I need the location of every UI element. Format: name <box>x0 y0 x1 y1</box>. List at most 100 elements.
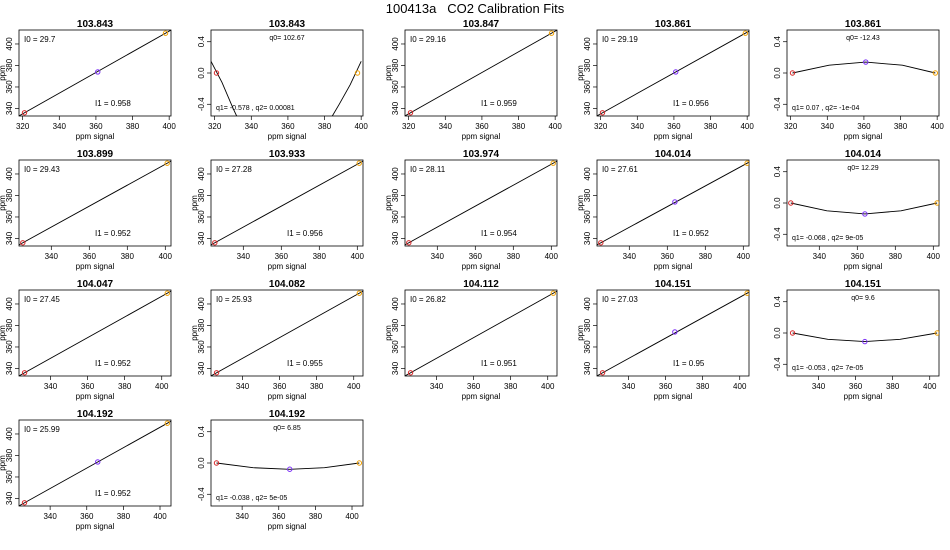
x-tick-label: 400 <box>345 512 359 521</box>
plot-frame <box>210 159 364 247</box>
y-tick-label: 360 <box>391 340 400 354</box>
high-point <box>744 290 749 296</box>
x-axis-label: ppm signal <box>76 132 115 141</box>
plot-frame <box>18 289 172 377</box>
y-tick-label: 400 <box>5 167 14 181</box>
low-point <box>213 70 220 76</box>
y-tick-label: 380 <box>197 318 206 332</box>
panel-title: 104.047 <box>77 279 114 290</box>
plot-frame <box>596 159 750 247</box>
q0-annotation: q0= 12.29 <box>847 165 878 172</box>
x-tick-label: 360 <box>667 122 681 131</box>
plot-area <box>211 160 363 246</box>
slope-annotation: I1 = 0.95 <box>673 359 705 368</box>
x-tick-label: 400 <box>733 382 747 391</box>
x-tick-label: 380 <box>309 512 323 521</box>
plot-area <box>789 330 939 345</box>
slope-annotation: I1 = 0.951 <box>481 359 517 368</box>
x-tick-label: 340 <box>43 512 57 521</box>
x-tick-label: 340 <box>245 122 259 131</box>
low-point <box>789 70 796 76</box>
x-tick-label: 340 <box>236 382 250 391</box>
q0-annotation: q0= -12.43 <box>846 35 880 42</box>
y-tick-label: 0.4 <box>773 296 782 308</box>
y-tick-label: 0.0 <box>773 197 782 209</box>
x-axis-label: ppm signal <box>844 132 883 141</box>
x-tick-label: 340 <box>430 382 444 391</box>
intercept-annotation: I0 = 26.82 <box>410 295 446 304</box>
x-tick-label: 320 <box>594 122 608 131</box>
x-tick-label: 360 <box>281 122 295 131</box>
plot-frame <box>786 289 940 377</box>
x-tick-label: 360 <box>467 382 481 391</box>
plot-area <box>597 30 749 116</box>
chart-panel: 104.014 340 360 380 400 340 360 380 400 ppm signa… <box>576 149 751 271</box>
mid-point <box>672 329 678 335</box>
high-point <box>356 160 362 166</box>
plot-area <box>213 460 363 472</box>
y-tick-label: 400 <box>583 297 592 311</box>
x-tick-label: 400 <box>740 122 754 131</box>
fit-line <box>405 290 557 376</box>
plot-frame <box>210 289 364 377</box>
high-point <box>548 30 555 36</box>
panel-title: 103.843 <box>77 19 114 30</box>
x-tick-label: 380 <box>699 252 713 261</box>
chart-panel: 104.192 340 360 380 400 340 360 380 400 ppm signa… <box>0 409 172 531</box>
y-tick-label: 380 <box>391 58 400 72</box>
x-tick-label: 380 <box>507 252 521 261</box>
y-tick-label: 380 <box>5 448 14 462</box>
x-tick-label: 380 <box>886 382 900 391</box>
y-tick-label: 340 <box>391 101 400 115</box>
x-tick-label: 380 <box>704 122 718 131</box>
plot-frame <box>786 29 940 117</box>
panel-title: 104.151 <box>845 279 882 290</box>
y-tick-label: 400 <box>197 167 206 181</box>
y-tick-label: 340 <box>583 101 592 115</box>
high-point <box>162 30 169 36</box>
intercept-annotation: I0 = 29.43 <box>24 165 60 174</box>
y-tick-label: 360 <box>391 210 400 224</box>
x-axis-label: ppm signal <box>268 522 307 531</box>
high-point <box>744 160 749 166</box>
plot-area <box>597 160 749 246</box>
x-tick-label: 400 <box>159 252 173 261</box>
high-point <box>356 460 363 466</box>
plot-area <box>211 61 362 116</box>
y-tick-label: 360 <box>5 340 14 354</box>
panel-title: 104.112 <box>463 279 499 290</box>
low-point <box>20 240 26 246</box>
high-point <box>356 290 362 296</box>
x-tick-label: 360 <box>275 252 289 261</box>
high-point <box>164 160 170 166</box>
q1-q2-annotation: q1= -0.068 , q2= 9e-05 <box>792 235 863 242</box>
plot-area <box>405 290 557 376</box>
x-tick-label: 360 <box>659 382 673 391</box>
y-tick-label: 340 <box>197 361 206 375</box>
y-axis-label: ppm <box>0 65 7 81</box>
mid-point <box>862 338 868 345</box>
y-tick-label: 360 <box>583 210 592 224</box>
x-tick-label: 400 <box>545 252 559 261</box>
x-tick-label: 380 <box>313 252 327 261</box>
fit-line <box>19 420 171 506</box>
y-tick-label: 360 <box>391 80 400 94</box>
mid-point <box>862 211 868 217</box>
y-tick-label: 340 <box>391 361 400 375</box>
y-tick-label: 360 <box>5 210 14 224</box>
high-point <box>550 160 556 166</box>
x-tick-label: 360 <box>81 382 95 391</box>
x-tick-label: 320 <box>784 122 798 131</box>
y-tick-label: -0.4 <box>773 97 782 111</box>
panel-title: 104.014 <box>845 149 882 160</box>
x-tick-label: 340 <box>431 252 445 261</box>
y-tick-label: 380 <box>5 58 14 72</box>
x-axis-label: ppm signal <box>654 132 693 141</box>
y-tick-label: 0.4 <box>197 426 206 438</box>
plot-area <box>19 420 171 506</box>
y-tick-label: 340 <box>391 231 400 245</box>
y-tick-label: 360 <box>197 340 206 354</box>
fit-line <box>597 30 749 116</box>
y-axis-label: ppm <box>0 325 7 341</box>
